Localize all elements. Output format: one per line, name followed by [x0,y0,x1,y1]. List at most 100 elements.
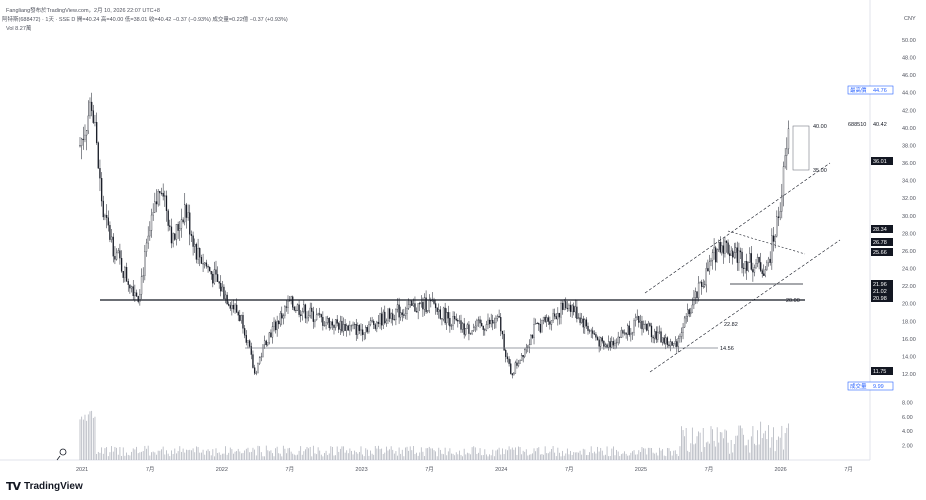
volume-bar [119,447,121,460]
volume-bar [444,447,446,460]
tradingview-logo[interactable]: TV TradingView [6,480,83,493]
candle [642,320,645,333]
volume-bar [196,446,197,460]
volume-bar [127,454,129,460]
volume-bar [207,449,209,460]
candle [366,325,368,334]
svg-text:11.75: 11.75 [873,369,886,375]
candle [550,320,553,331]
price-tick-label: 32.00 [902,196,916,202]
volume-bar [202,449,204,460]
candle [436,307,438,315]
volume-bar [330,446,332,460]
candle [671,341,673,346]
settings-gear-icon[interactable] [56,448,67,461]
price-axis[interactable]: 50.00 48.00 46.00 44.00 42.00 40.00 38.00 36.00… [902,38,916,378]
volume-bar [718,442,720,460]
candle [718,239,720,252]
candle [697,276,700,302]
volume-bar [783,449,784,460]
candle [265,339,267,347]
candle [303,300,305,314]
volume-bar [149,455,151,460]
candle [541,319,543,333]
volume-bar [546,453,548,460]
triangle-upper-line[interactable] [727,230,806,255]
candle [307,310,310,322]
upper-channel-line[interactable] [644,162,831,294]
volume-bar [446,455,448,460]
volume-axis[interactable]: 8.00 6.00 4.00 2.00 [902,400,913,449]
candle [89,97,91,119]
drawing-layer[interactable] [100,125,841,373]
volume-bar [695,443,696,460]
range-box[interactable] [792,125,810,171]
candle [702,279,704,289]
candle [505,348,507,363]
candle [204,262,206,269]
svg-text:9.99: 9.99 [873,384,884,390]
time-axis[interactable]: 2021 7月 2022 7月 2023 7月 2024 7月 2025 7月 2026 7月 [76,466,853,473]
volume-bar [527,455,529,460]
candle [620,326,622,339]
volume-bar [355,452,357,460]
volume-bar [171,450,172,460]
volume-bar [311,456,313,460]
volume-legend[interactable]: Vol 8.27萬 [6,26,32,32]
candle [600,336,602,351]
volume-bar [201,452,202,460]
candle [159,190,161,206]
candle [682,323,684,340]
volume-bar [521,454,523,460]
candle [162,183,164,201]
candle [334,319,337,331]
volume-bar [655,452,657,460]
candle [528,339,531,354]
volume-bar [784,433,786,460]
volume-bar [194,452,196,460]
volume-bar [744,445,746,460]
volume-bar [112,451,114,460]
volume-bar [293,454,295,460]
candle [542,316,545,325]
candle [379,312,381,329]
candle [614,339,616,350]
candle [149,221,151,241]
price-tick-label: 34.00 [902,179,916,185]
candle [189,204,191,246]
volume-bar [635,454,637,460]
candle [549,316,551,330]
currency-label[interactable]: CNY [904,16,916,22]
volume-bar [406,446,408,460]
volume-bar [702,427,704,460]
candle [355,318,357,341]
candle [100,172,103,207]
volume-bar [562,450,564,460]
lower-channel-line[interactable] [649,239,841,373]
candle [320,313,322,323]
candle [298,300,300,318]
candle [284,305,286,319]
volume-bar [449,448,451,460]
volume-bar [161,449,162,460]
volume-bar [382,453,384,460]
candle [132,280,134,300]
volume-bar [579,450,581,460]
volume-bar [233,453,234,460]
volume-bar [91,410,93,460]
candle [516,358,518,369]
price-tag: 25.66 [871,248,893,256]
volume-bar [126,452,127,460]
volume-bar [237,448,239,460]
candle [756,253,759,268]
candle [380,307,383,331]
volume-bar [459,450,460,460]
volume-bar [419,452,421,460]
volume-bar [374,446,376,460]
symbol-ohlc-legend[interactable]: 阿特斯(688472) · 1天 · SSE D 開=40.24 高=40.00… [2,17,288,23]
price-tag: 28.34 [871,225,893,233]
volume-bar [465,454,467,460]
candle [784,148,786,169]
candle [187,204,189,221]
